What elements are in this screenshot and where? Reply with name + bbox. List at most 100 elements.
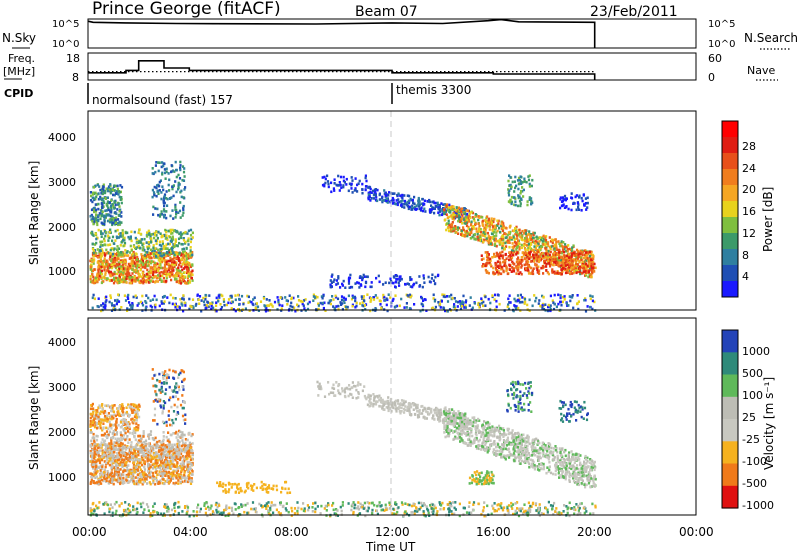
- scatter-cell: [182, 238, 186, 242]
- scatter-cell: [139, 458, 143, 461]
- scatter-cell: [91, 217, 94, 221]
- scatter-cell: [279, 296, 282, 299]
- scatter-cell: [556, 253, 559, 256]
- scatter-cell: [375, 276, 378, 280]
- scatter-cell: [436, 201, 439, 205]
- scatter-cell: [154, 255, 158, 258]
- scatter-cell: [101, 198, 104, 201]
- scatter-cell: [285, 299, 288, 302]
- scatter-cell: [413, 202, 416, 206]
- scatter-cell: [175, 244, 178, 247]
- scatter-cell: [159, 277, 162, 281]
- scatter-cell: [157, 274, 160, 277]
- scatter-cell: [108, 236, 111, 240]
- scatter-cell: [97, 228, 100, 232]
- scatter-cell: [519, 293, 522, 297]
- scatter-cell: [178, 209, 182, 213]
- scatter-cell: [351, 179, 354, 182]
- scatter-cell: [174, 216, 177, 219]
- scatter-cell: [89, 259, 92, 263]
- scatter-cell: [98, 274, 101, 278]
- scatter-cell: [587, 275, 590, 279]
- scatter-cell: [98, 185, 101, 188]
- scatter-cell: [398, 304, 401, 308]
- scatter-cell: [389, 277, 392, 281]
- scatter-cell: [508, 301, 511, 304]
- scatter-cell: [119, 259, 122, 262]
- scatter-cell: [577, 205, 580, 209]
- scatter-cell: [434, 204, 437, 208]
- scatter-cell: [574, 195, 577, 199]
- nsearch-tick-bottom: 10^0: [708, 39, 735, 50]
- scatter-cell: [147, 246, 150, 249]
- scatter-cell: [395, 278, 398, 281]
- scatter-cell: [98, 212, 101, 215]
- scatter-cell: [533, 231, 536, 235]
- scatter-cell: [165, 470, 168, 474]
- scatter-cell: [592, 266, 596, 269]
- scatter-cell: [184, 263, 187, 267]
- scatter-cell: [514, 227, 517, 231]
- scatter-cell: [170, 251, 173, 255]
- scatter-cell: [153, 231, 156, 235]
- scatter-cell: [101, 249, 104, 253]
- scatter-cell: [461, 217, 464, 220]
- scatter-cell: [167, 172, 170, 175]
- scatter-cell: [483, 226, 486, 230]
- scatter-cell: [146, 260, 150, 264]
- scatter-cell: [509, 176, 512, 179]
- scatter-cell: [89, 280, 92, 284]
- scatter-cell: [559, 198, 562, 201]
- scatter-cell: [566, 259, 569, 262]
- scatter-cell: [181, 297, 184, 300]
- scatter-cell: [145, 241, 148, 244]
- scatter-cell: [94, 232, 97, 236]
- scatter-cell: [373, 191, 376, 195]
- scatter-cell: [501, 254, 505, 257]
- scatter-cell: [92, 474, 95, 478]
- scatter-cell: [191, 253, 194, 257]
- scatter-cell: [114, 478, 117, 481]
- scatter-cell: [96, 272, 99, 276]
- scatter-cell: [148, 281, 151, 284]
- scatter-cell: [333, 178, 336, 181]
- scatter-cell: [489, 239, 492, 243]
- scatter-cell: [467, 214, 470, 218]
- scatter-cell: [138, 273, 141, 276]
- scatter-cell: [481, 223, 484, 226]
- scatter-cell: [110, 266, 114, 270]
- scatter-cell: [584, 310, 588, 313]
- scatter-cell: [514, 237, 517, 241]
- scatter-cell: [446, 310, 449, 313]
- scatter-cell: [518, 297, 521, 301]
- scatter-cell: [528, 182, 531, 186]
- scatter-cell: [126, 307, 129, 310]
- scatter-cell: [160, 247, 163, 250]
- scatter-cell: [181, 243, 184, 246]
- scatter-cell: [328, 301, 331, 305]
- scatter-cell: [111, 216, 114, 219]
- scatter-cell: [112, 217, 115, 221]
- scatter-cell: [524, 240, 527, 243]
- scatter-cell: [255, 302, 258, 305]
- scatter-cell: [474, 222, 477, 226]
- scatter-cell: [581, 264, 584, 268]
- scatter-cell: [514, 203, 517, 207]
- scatter-cell: [99, 249, 102, 253]
- scatter-cell: [130, 306, 133, 309]
- freq-tick-top: 18: [66, 52, 80, 65]
- scatter-cell: [116, 259, 119, 262]
- scatter-cell: [139, 279, 142, 283]
- scatter-cell: [531, 270, 534, 274]
- scatter-cell: [102, 265, 105, 268]
- scatter-cell: [160, 266, 163, 269]
- scatter-cell: [423, 199, 426, 203]
- scatter-cell: [153, 193, 156, 197]
- scatter-cell: [448, 203, 451, 207]
- scatter-cell: [493, 298, 496, 301]
- scatter-cell: [518, 248, 521, 251]
- scatter-cell: [502, 241, 505, 245]
- scatter-cell: [585, 271, 588, 274]
- scatter-cell: [423, 281, 426, 284]
- scatter-cell: [141, 294, 144, 298]
